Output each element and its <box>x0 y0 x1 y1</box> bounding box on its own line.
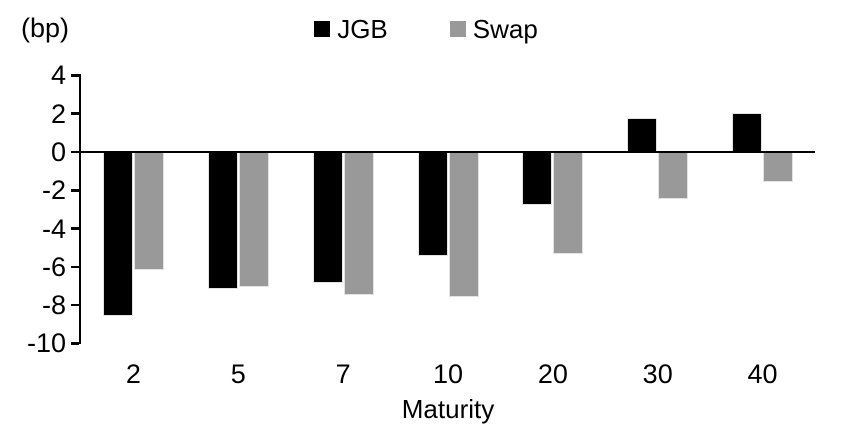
x-axis-title: Maturity <box>401 394 495 424</box>
x-category-label: 30 <box>642 359 673 389</box>
y-tick-label: -8 <box>41 290 66 321</box>
x-category-label: 7 <box>335 359 351 389</box>
y-tick-label: -2 <box>41 175 66 206</box>
y-tick <box>70 150 79 154</box>
bar-jgb-40 <box>733 113 762 152</box>
x-category-label: 10 <box>432 359 464 389</box>
bar-jgb-10 <box>418 152 447 256</box>
y-tick <box>70 189 79 192</box>
y-tick-label: -6 <box>41 251 66 282</box>
bar-jgb-30 <box>628 119 657 152</box>
bar-jgb-20 <box>523 152 552 204</box>
y-tick-label: 0 <box>50 137 66 167</box>
bar-jgb-2 <box>103 152 132 315</box>
x-category-label: 40 <box>747 359 778 389</box>
y-tick <box>70 303 79 307</box>
y-tick <box>70 265 79 269</box>
y-tick-label: -10 <box>26 328 66 359</box>
y-tick-label: -4 <box>41 213 66 244</box>
bar-swap-30 <box>659 152 688 198</box>
bar-swap-5 <box>239 152 268 286</box>
bar-swap-2 <box>134 152 163 269</box>
bar-swap-20 <box>554 152 583 254</box>
bar-jgb-7 <box>313 152 342 283</box>
y-tick-label: 2 <box>50 98 66 129</box>
y-tick <box>70 342 79 345</box>
y-tick <box>70 112 79 115</box>
bar-swap-40 <box>764 152 793 181</box>
y-tick <box>70 74 79 77</box>
bar-jgb-5 <box>208 152 237 288</box>
bar-swap-10 <box>449 152 478 296</box>
y-tick-label: 4 <box>50 60 66 91</box>
x-category-label: 20 <box>537 359 568 389</box>
y-axis-line <box>78 74 81 345</box>
bar-swap-7 <box>344 152 373 294</box>
y-axis-unit-label: (bp) <box>21 13 70 43</box>
x-category-label: 5 <box>230 359 246 389</box>
y-tick <box>70 227 79 230</box>
zero-line <box>78 150 815 154</box>
x-category-label: 2 <box>125 359 141 389</box>
